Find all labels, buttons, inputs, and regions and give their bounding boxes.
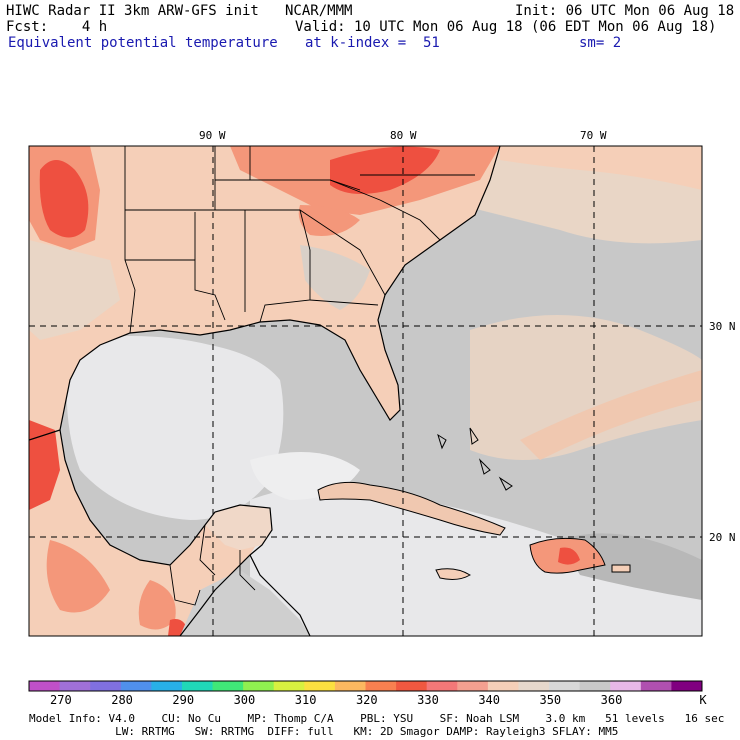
- colorbar-tick-label: 310: [294, 693, 317, 707]
- caribbean-light-region: [250, 485, 702, 636]
- colorbar-tick-label: 290: [172, 693, 195, 707]
- colorbar-tick-label: 300: [233, 693, 256, 707]
- model-info-line2: LW: RRTMG SW: RRTMG DIFF: full KM: 2D Sm…: [29, 725, 619, 738]
- jamaica-island: [435, 568, 471, 580]
- model-title: HIWC Radar II 3km ARW-GFS init: [6, 3, 259, 19]
- south-georgia-gray: [300, 245, 370, 310]
- atlantic-warm-band-south: [470, 315, 702, 460]
- colorbar-cell: [426, 681, 458, 691]
- texas-tan-band: [29, 240, 120, 340]
- southern-mexico-warm-patch: [138, 580, 176, 630]
- colorbar-cell: [518, 681, 550, 691]
- forecast-hour: Fcst: 4 h: [6, 19, 108, 35]
- colorbar-cell: [181, 681, 214, 691]
- colorbar-cell: [29, 681, 61, 691]
- map-frame: [28, 145, 703, 637]
- colorbar-cell: [396, 681, 428, 691]
- colorbar-cell: [273, 681, 305, 691]
- appalachian-hot-core: [330, 146, 440, 194]
- colorbar-tick-label: 270: [50, 693, 72, 707]
- lat-label-20n: 20 N: [709, 531, 736, 544]
- mexico-borders: [169, 524, 256, 606]
- georgia-warm-patch: [298, 205, 360, 236]
- colorbar-cell: [120, 681, 152, 691]
- colorbar-tick-label: 330: [417, 693, 439, 707]
- field-name: Equivalent potential temperature: [8, 35, 278, 51]
- colorbar-tick-label: 320: [355, 693, 378, 707]
- lat-label-30n: 30 N: [709, 320, 736, 333]
- valid-time: Valid: 10 UTC Mon 06 Aug 18 (06 EDT Mon …: [295, 19, 717, 35]
- texas-hot-core: [39, 160, 89, 238]
- smoothing-label: sm= 2: [579, 35, 622, 51]
- colorbar-tick-label: 350: [539, 693, 562, 707]
- colorbar-cell: [610, 681, 642, 691]
- gulf-light-region: [66, 336, 284, 520]
- colorbar-cell: [579, 681, 611, 691]
- central-america-coastline: [249, 554, 311, 636]
- cuba-island: [317, 481, 506, 536]
- colorbar-tick-label: 280: [111, 693, 133, 707]
- colorbar-cell: [243, 681, 275, 691]
- level-index: at k-index = 51: [305, 35, 440, 51]
- colorbar-cell: [334, 681, 366, 691]
- us-gulf-coastline: [29, 146, 501, 441]
- state-borders: [124, 146, 475, 334]
- colorbar-tick-label: 360: [600, 693, 623, 707]
- bahamas-islands: [437, 427, 513, 491]
- puerto-rico-island: [611, 564, 631, 573]
- model-info-line1: Model Info: V4.0 CU: No Cu MP: Thomp C/A…: [29, 712, 725, 725]
- atlantic-tan-north: [500, 146, 702, 190]
- colorbar-cell: [457, 681, 489, 691]
- colorbar-cell: [212, 681, 244, 691]
- mexico-coastline: [59, 429, 273, 636]
- lon-label-70w: 70 W: [580, 129, 607, 142]
- colorbar-cell: [304, 681, 336, 691]
- lat-lon-grid: [29, 146, 702, 636]
- colorbar-cell: [365, 681, 397, 691]
- atlantic-salmon-streak: [520, 370, 702, 460]
- colorbar-cell: [671, 681, 703, 691]
- colorbar-cell: [59, 681, 91, 691]
- colorbar-cell: [151, 681, 183, 691]
- colorbar-cell: [487, 681, 519, 691]
- colorbar-tick-label: 340: [478, 693, 500, 707]
- colorbar-cell: [549, 681, 581, 691]
- mexico-hot-coast: [29, 420, 60, 510]
- init-time: Init: 06 UTC Mon 06 Aug 18: [515, 3, 735, 19]
- colorbar-cell: [640, 681, 672, 691]
- mexico-warm-patch: [46, 540, 110, 613]
- us-landmass: [29, 146, 500, 440]
- lon-label-80w: 80 W: [390, 129, 417, 142]
- organization-label: NCAR/MMM: [285, 3, 353, 19]
- colorbar-cell: [90, 681, 122, 691]
- colorbar-unit: K: [699, 693, 707, 707]
- hispaniola-hot-core: [558, 547, 580, 565]
- yucatan-peninsula: [205, 505, 272, 550]
- lon-label-90w: 90 W: [199, 129, 226, 142]
